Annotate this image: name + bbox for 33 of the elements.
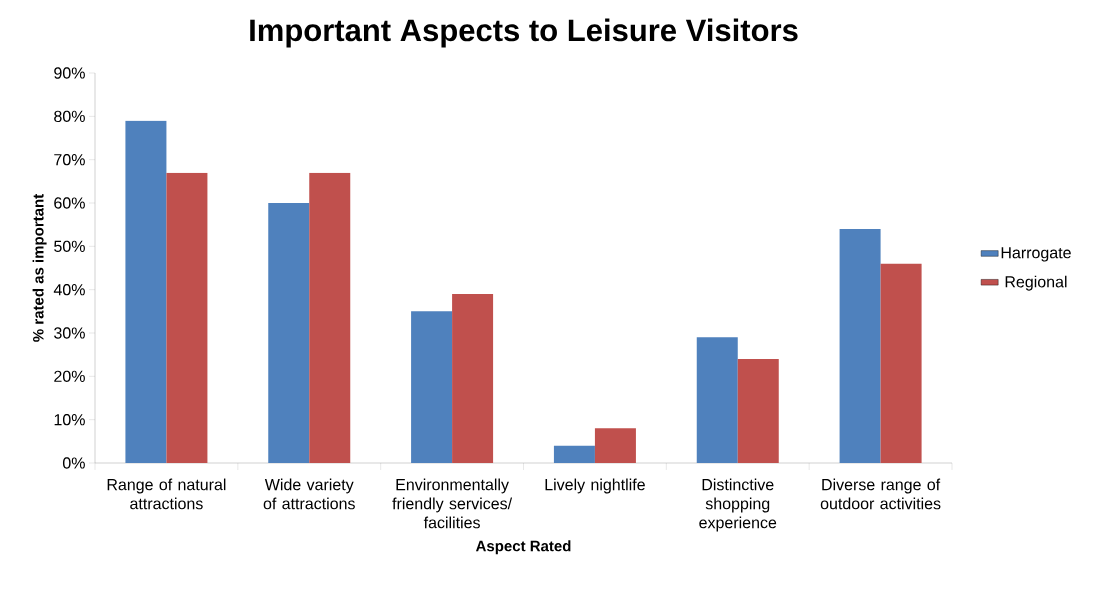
y-tick-label: 0% [62,457,85,469]
x-tick-label: Lively nightlife [545,478,645,494]
y-tick-label: 90% [54,67,85,79]
y-tick-label: 20% [54,370,85,382]
x-tick-label: Environmentally friendly services/ facilities [392,478,513,529]
bar [309,172,351,463]
y-axis-title: % rated as important [32,194,47,342]
y-tick-label: 10% [54,414,85,426]
bar [696,337,738,463]
chart-title: Important Aspects to Leisure Visitors [250,18,798,48]
y-tick-label: 80% [54,110,85,123]
bar [880,263,922,463]
bar [411,311,453,463]
x-tick-label: Range of natural attractions [107,478,226,510]
bar [125,120,167,463]
bar [166,172,208,463]
x-tick-label: Wide variety of attractions [263,478,355,510]
bar [553,445,595,463]
y-tick-label: 70% [54,154,85,166]
legend-label: Regional [1005,275,1067,291]
bar [594,428,636,463]
x-tick-label: Distinctive shopping experience [699,478,777,532]
y-tick-label: 30% [54,327,85,339]
y-tick-label: 40% [53,284,85,296]
bar [737,359,779,463]
x-tick-label: Diverse range of outdoor activities [820,478,941,510]
y-tick-label: 60% [54,197,85,209]
bar [452,294,494,463]
x-axis-title: Aspect Rated [475,540,571,555]
y-tick-label: 50% [54,240,85,252]
bar [268,203,310,463]
bar [839,229,881,463]
legend-label: Harrogate [1001,247,1071,262]
